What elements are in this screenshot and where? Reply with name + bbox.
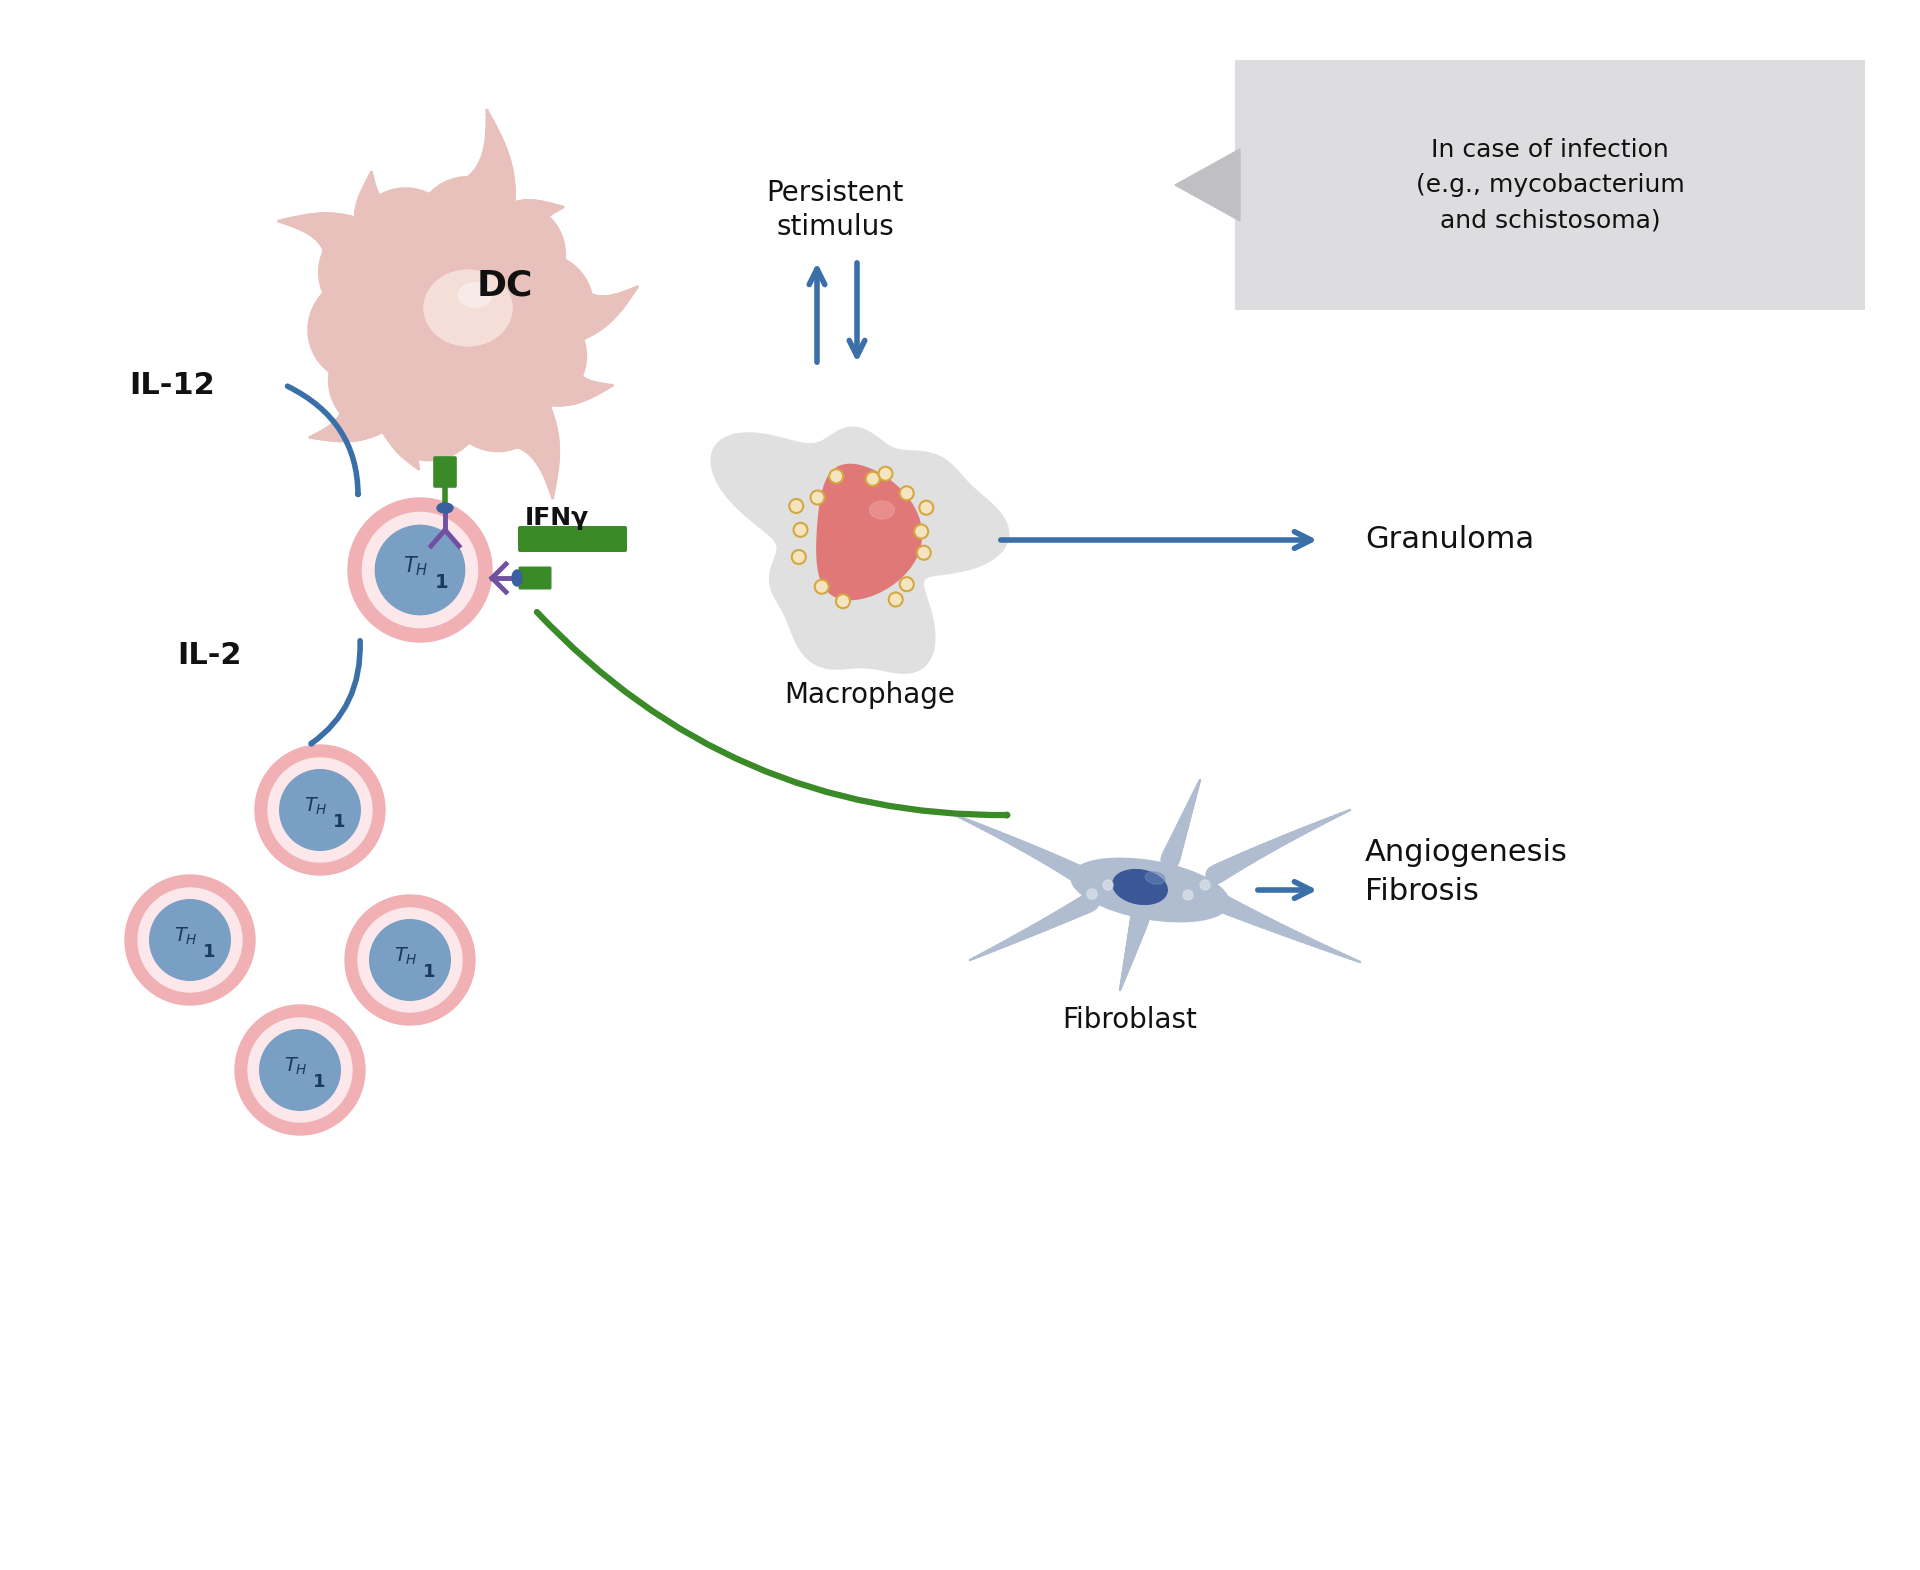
Circle shape — [1102, 881, 1114, 890]
Circle shape — [346, 895, 474, 1025]
Circle shape — [835, 593, 851, 608]
Ellipse shape — [1071, 859, 1229, 922]
Ellipse shape — [870, 501, 895, 520]
Circle shape — [259, 1030, 340, 1110]
Ellipse shape — [438, 502, 453, 513]
Circle shape — [248, 1017, 351, 1123]
FancyArrowPatch shape — [538, 612, 1008, 815]
Text: $T_H$: $T_H$ — [284, 1055, 307, 1077]
Circle shape — [355, 226, 543, 414]
FancyBboxPatch shape — [1235, 60, 1864, 309]
Circle shape — [900, 578, 914, 592]
Text: $T_H$: $T_H$ — [175, 925, 198, 947]
Text: Angiogenesis
Fibrosis: Angiogenesis Fibrosis — [1365, 838, 1569, 906]
Circle shape — [376, 526, 465, 614]
Text: Granuloma: Granuloma — [1365, 526, 1534, 554]
FancyBboxPatch shape — [518, 567, 551, 589]
Ellipse shape — [1144, 871, 1165, 884]
Ellipse shape — [1114, 870, 1167, 904]
Ellipse shape — [424, 270, 513, 345]
Text: 1: 1 — [334, 813, 346, 831]
Circle shape — [371, 920, 451, 1000]
FancyArrowPatch shape — [311, 641, 361, 744]
Circle shape — [920, 501, 933, 515]
Circle shape — [916, 546, 931, 560]
Text: $T_H$: $T_H$ — [403, 554, 428, 578]
Circle shape — [269, 758, 372, 862]
Circle shape — [789, 499, 803, 513]
Ellipse shape — [513, 570, 522, 586]
FancyBboxPatch shape — [434, 457, 457, 488]
Circle shape — [829, 469, 843, 484]
Circle shape — [900, 487, 914, 501]
Text: IL-12: IL-12 — [129, 371, 215, 399]
FancyArrowPatch shape — [288, 386, 359, 495]
Ellipse shape — [459, 283, 492, 308]
Circle shape — [889, 592, 902, 606]
Polygon shape — [1175, 149, 1240, 221]
Text: In case of infection
(e.g., mycobacterium
and schistosoma): In case of infection (e.g., mycobacteriu… — [1415, 138, 1684, 232]
Text: IL-2: IL-2 — [179, 641, 242, 669]
Text: Persistent
stimulus: Persistent stimulus — [766, 179, 904, 242]
Polygon shape — [712, 427, 1008, 674]
Text: 1: 1 — [313, 1072, 326, 1091]
Circle shape — [814, 579, 829, 593]
Text: 1: 1 — [204, 942, 215, 961]
Text: Fibroblast: Fibroblast — [1062, 1006, 1198, 1035]
Circle shape — [879, 466, 893, 480]
Circle shape — [150, 900, 230, 980]
Circle shape — [357, 907, 463, 1013]
Text: IFNγ: IFNγ — [524, 506, 589, 531]
Polygon shape — [816, 465, 922, 600]
Circle shape — [348, 498, 492, 642]
Circle shape — [791, 550, 806, 564]
Text: 1: 1 — [434, 573, 449, 592]
Circle shape — [255, 746, 386, 874]
Text: 1: 1 — [422, 962, 436, 981]
FancyBboxPatch shape — [518, 526, 628, 553]
Circle shape — [125, 874, 255, 1005]
Text: DC: DC — [476, 268, 534, 301]
Circle shape — [363, 512, 478, 628]
Circle shape — [234, 1005, 365, 1135]
Circle shape — [280, 769, 361, 851]
Circle shape — [1200, 881, 1210, 890]
Circle shape — [793, 523, 808, 537]
Circle shape — [914, 524, 927, 539]
Circle shape — [138, 889, 242, 992]
Circle shape — [1183, 890, 1192, 900]
Circle shape — [810, 490, 824, 504]
Text: $T_H$: $T_H$ — [394, 945, 419, 967]
Circle shape — [1087, 889, 1096, 900]
Circle shape — [866, 473, 879, 485]
Text: Macrophage: Macrophage — [785, 681, 956, 710]
Text: $T_H$: $T_H$ — [303, 796, 328, 816]
